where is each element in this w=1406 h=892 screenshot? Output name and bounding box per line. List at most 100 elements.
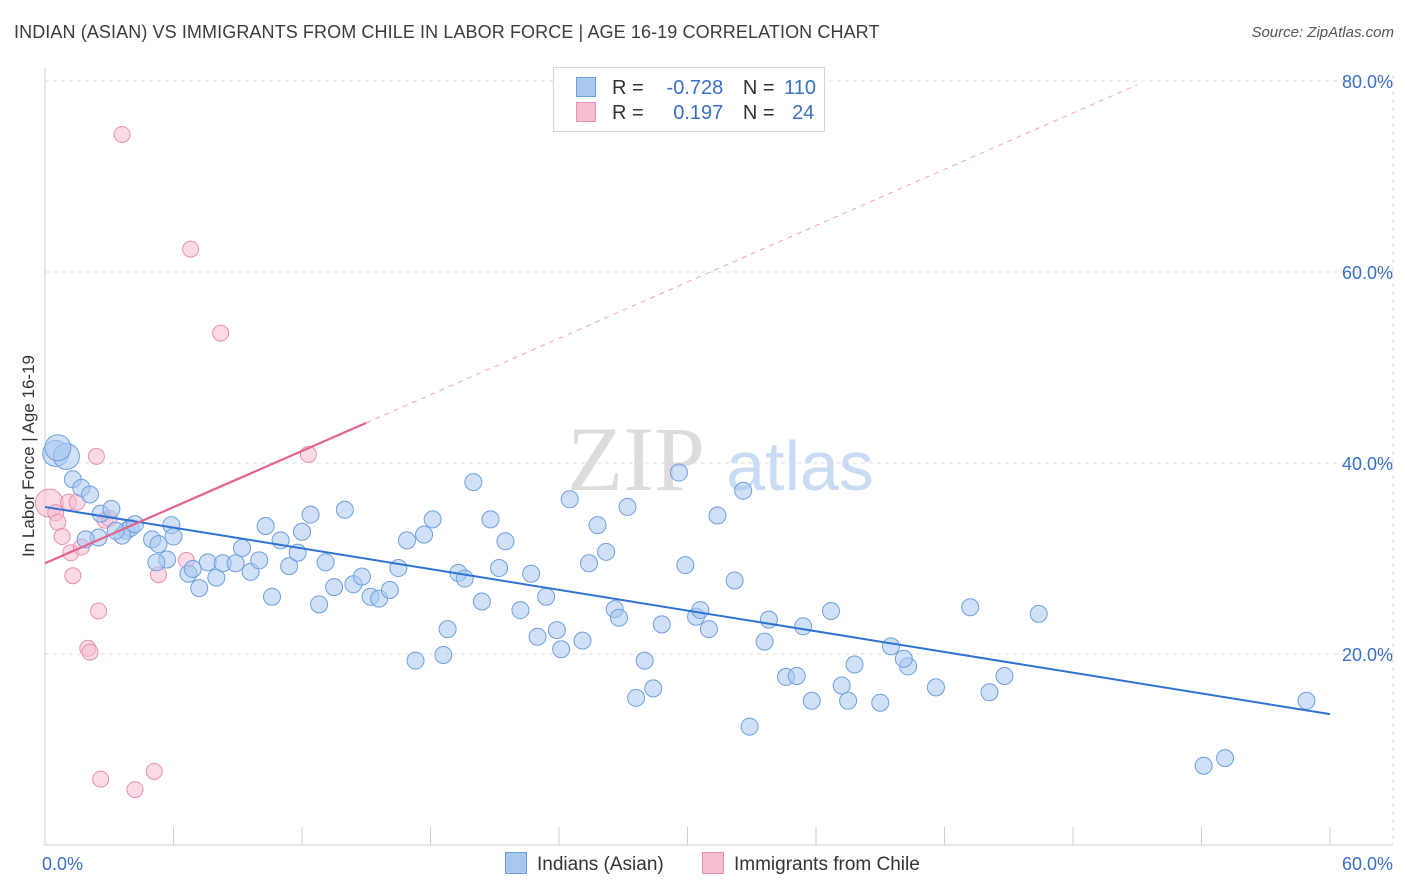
chile-point [126, 781, 144, 799]
x-tick-label: 60.0% [1342, 854, 1393, 874]
indians-point [708, 506, 727, 525]
indians-point [233, 538, 252, 557]
indians-point [669, 463, 688, 482]
indians-point [496, 532, 515, 551]
chart-title: INDIAN (ASIAN) VS IMMIGRANTS FROM CHILE … [14, 22, 880, 42]
indians-point [691, 601, 710, 620]
legend-swatch-pink [576, 102, 596, 122]
legend-n-value: 110 [784, 77, 816, 99]
indians-point [802, 691, 821, 710]
indians-point [1029, 604, 1048, 623]
x-tick-label: 0.0% [42, 854, 83, 874]
indians-point [406, 651, 425, 670]
source-credit: Source: ZipAtlas.com [1251, 24, 1394, 41]
indians-point [926, 678, 945, 697]
indians-point [609, 608, 628, 627]
indians-point [481, 510, 500, 529]
indians-point [335, 500, 354, 519]
bottom-legend-indians: Indians (Asian) [505, 852, 664, 876]
x-tick-labels: 0.0% 60.0% [42, 854, 1393, 874]
indians-point [839, 691, 858, 710]
indians-point [588, 516, 607, 535]
indians-point [263, 587, 282, 606]
legend-row-chile: R = 0.197 N = 24 [576, 102, 814, 126]
indians-point [881, 637, 900, 656]
indians-point [755, 632, 774, 651]
indians-point [547, 621, 566, 640]
legend-row-indians: R = -0.728 N = 110 [576, 77, 816, 101]
indians-point [699, 620, 718, 639]
y-axis-label: In Labor Force | Age 16-19 [19, 355, 38, 557]
chile-trend-line [44, 421, 367, 565]
indians-point [455, 569, 474, 588]
chile-point [92, 770, 110, 788]
chile-point [87, 447, 105, 465]
y-tick-label: 80.0% [1342, 72, 1393, 92]
indians-point [325, 578, 344, 597]
chile-point [113, 125, 131, 143]
gridlines [45, 75, 1394, 845]
indians-point [597, 542, 616, 561]
indians-point [871, 693, 890, 712]
y-tick-label: 60.0% [1342, 263, 1393, 283]
y-tick-labels: 20.0% 40.0% 60.0% 80.0% [1342, 72, 1393, 665]
indians-point [293, 522, 311, 541]
indians-point [734, 481, 753, 500]
chile-point [53, 528, 71, 546]
indians-point [149, 535, 168, 554]
indians-point [794, 617, 813, 636]
indians-point [740, 717, 759, 736]
indians-point [438, 620, 457, 639]
indians-point [579, 554, 598, 573]
indians-point [832, 676, 851, 695]
indians-point [573, 631, 592, 650]
legend-label-chile: Immigrants from Chile [734, 854, 920, 875]
chile-point [49, 513, 67, 531]
indians-point [352, 567, 371, 586]
legend-swatch-pink [702, 852, 724, 874]
indians-point [1194, 756, 1213, 775]
indians-point [256, 517, 275, 536]
chile-point [64, 567, 82, 585]
indians-point [644, 679, 663, 698]
indians-point [821, 602, 840, 621]
indians-point [511, 601, 530, 620]
indians-point [560, 490, 579, 509]
indians-point [528, 627, 547, 646]
indians-point [198, 553, 217, 572]
indians-point [397, 531, 416, 550]
indians-point [652, 615, 671, 634]
indians-point [44, 434, 72, 462]
indians-point [995, 666, 1014, 685]
indians-point [961, 598, 980, 617]
watermark-zip: ZIP [567, 408, 705, 510]
chile-point [81, 643, 99, 661]
legend-r-value: -0.728 [666, 77, 724, 99]
indians-point [464, 473, 483, 492]
indians-point [147, 553, 166, 572]
chile-point [90, 602, 108, 620]
indians-point [415, 525, 434, 544]
legend-r-label: R = [612, 102, 644, 124]
legend-n-label: N = [742, 77, 775, 99]
indians-point [1297, 691, 1316, 710]
indians-point [164, 527, 183, 546]
chile-point [145, 762, 163, 780]
axes [44, 68, 1393, 846]
indians-point [635, 651, 654, 670]
chile-point [182, 240, 200, 258]
y-tick-label: 20.0% [1342, 645, 1393, 665]
indians-point [618, 497, 637, 516]
legend-swatch-blue [576, 77, 596, 97]
legend-n-label: N = [742, 102, 775, 124]
legend-r-label: R = [612, 77, 644, 99]
indians-point [310, 595, 329, 614]
indians-point [522, 564, 541, 583]
legend-r-value: 0.197 [673, 102, 724, 124]
indians-point [894, 649, 913, 668]
indians-point [102, 499, 121, 518]
y-tick-label: 40.0% [1342, 454, 1393, 474]
indians-point [380, 581, 399, 600]
indians-point [80, 485, 99, 504]
